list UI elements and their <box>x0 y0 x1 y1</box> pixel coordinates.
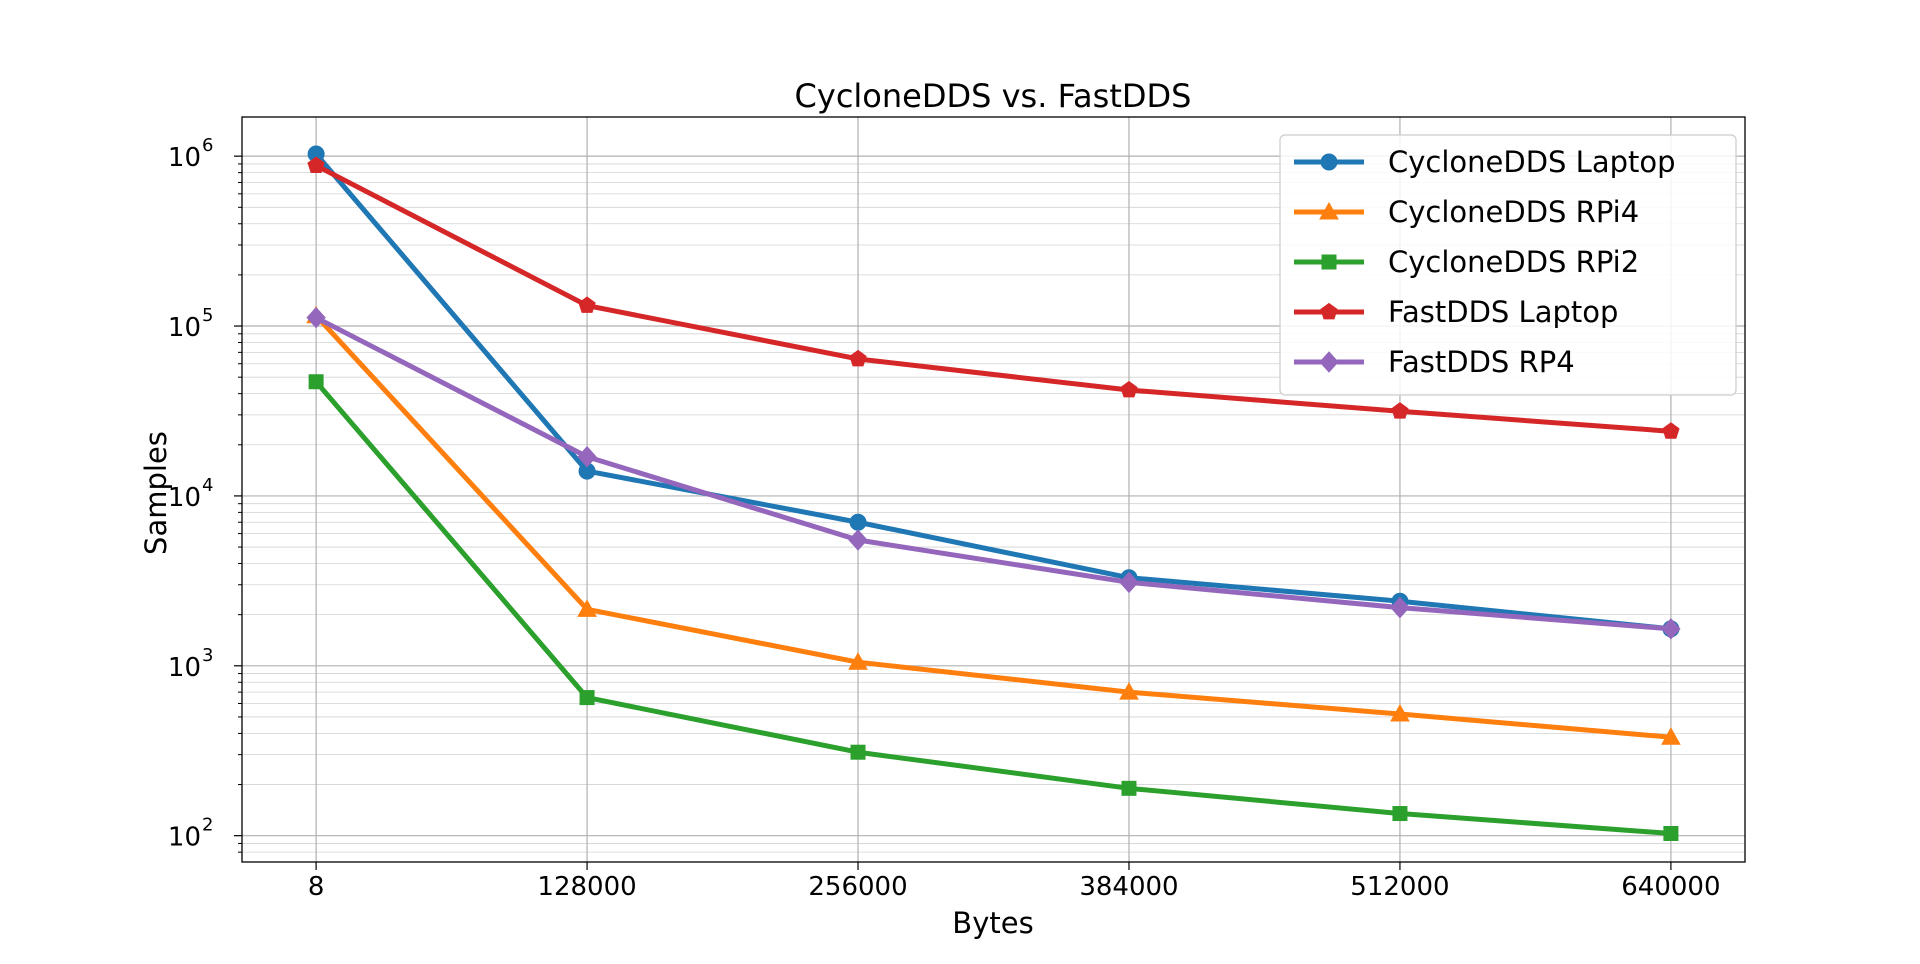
y-tick-label: 10 <box>168 653 201 683</box>
data-point <box>1119 571 1139 594</box>
legend-label: FastDDS Laptop <box>1388 295 1618 329</box>
series-fastdds-laptop <box>307 156 1680 439</box>
data-point <box>1121 780 1137 796</box>
x-axis-label: Bytes <box>952 906 1033 940</box>
data-point <box>308 374 324 390</box>
legend-item: CycloneDDS RPi2 <box>1294 245 1639 279</box>
data-point <box>307 156 325 173</box>
series-fastdds-rp4 <box>306 306 1681 640</box>
legend-marker <box>1319 351 1339 373</box>
legend-item: FastDDS Laptop <box>1294 295 1618 329</box>
y-tick-exponent: 2 <box>202 815 213 836</box>
data-point <box>1392 806 1408 822</box>
data-point <box>848 652 868 670</box>
legend-marker <box>1319 201 1339 220</box>
data-point <box>848 529 868 551</box>
x-tick-label: 128000 <box>537 872 636 902</box>
legend-item: CycloneDDS Laptop <box>1294 145 1676 179</box>
axis-ticks: 10 210 310 410 510 68 128000 256000 384000 512000… <box>168 135 1721 902</box>
legend-label: CycloneDDS RPi4 <box>1388 195 1639 229</box>
data-point <box>579 690 595 706</box>
series-line <box>313 151 1674 632</box>
legend-label: CycloneDDS Laptop <box>1388 145 1676 179</box>
data-point <box>849 513 867 531</box>
legend-marker <box>1320 302 1338 320</box>
x-tick-label: 512000 <box>1350 872 1449 902</box>
y-tick-label: 10 <box>168 483 201 513</box>
series-cyclonedds-rpi2 <box>308 374 1679 842</box>
legend-label: CycloneDDS RPi2 <box>1388 245 1639 279</box>
legend: CycloneDDS Laptop CycloneDDS RPi4 CycloneD… <box>1279 134 1737 396</box>
plot-area <box>241 116 1746 863</box>
data-point <box>1661 727 1681 745</box>
series-line <box>313 313 1674 740</box>
series-group <box>306 145 1681 842</box>
data-point <box>1390 704 1410 722</box>
legend-label: FastDDS RP4 <box>1388 345 1575 379</box>
x-tick-label: 8 <box>308 872 325 902</box>
y-tick-exponent: 5 <box>202 305 213 326</box>
series-line <box>313 163 1674 434</box>
data-point <box>306 306 326 329</box>
y-tick-exponent: 3 <box>202 645 213 666</box>
data-point <box>849 349 867 367</box>
data-point <box>577 599 597 617</box>
legend-box <box>1279 134 1737 396</box>
y-tick-label: 10 <box>168 313 201 343</box>
data-point <box>1390 596 1410 619</box>
data-point <box>1662 422 1680 439</box>
legend-marker <box>1321 254 1337 270</box>
x-tick-label: 640000 <box>1621 872 1720 902</box>
data-point <box>850 744 866 760</box>
data-point <box>1120 380 1138 398</box>
y-tick-label: 10 <box>168 823 201 853</box>
data-point <box>578 296 596 313</box>
y-tick-exponent: 4 <box>202 475 213 496</box>
data-point <box>1663 826 1679 842</box>
x-tick-label: 384000 <box>1079 872 1178 902</box>
data-point <box>1661 618 1681 640</box>
data-point <box>1119 682 1139 700</box>
legend-item: CycloneDDS RPi4 <box>1294 195 1639 229</box>
series-line <box>313 379 1674 837</box>
legend-item: FastDDS RP4 <box>1294 345 1575 379</box>
data-point <box>577 446 597 468</box>
series-line <box>313 315 1674 632</box>
x-tick-label: 256000 <box>808 872 907 902</box>
y-axis-label: Samples <box>139 431 173 555</box>
legend-marker <box>1320 153 1338 171</box>
data-point <box>1391 402 1409 419</box>
y-tick-exponent: 6 <box>202 135 213 156</box>
y-tick-label: 10 <box>168 143 201 173</box>
chart-title: CycloneDDS vs. FastDDS <box>795 77 1192 115</box>
